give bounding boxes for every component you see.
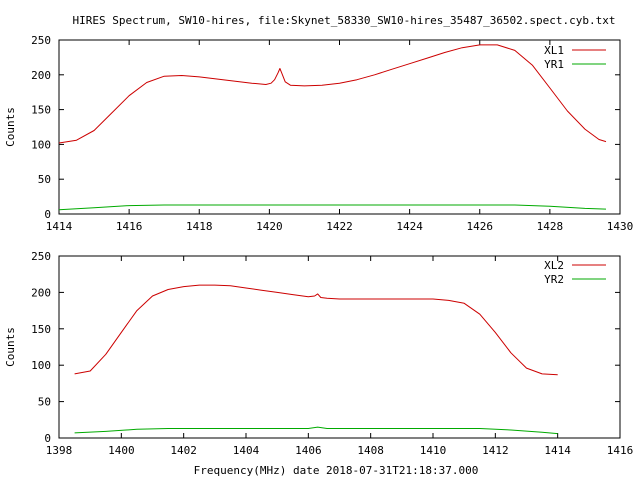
x-tick-label: 1412 [482,444,509,457]
y-tick-label: 100 [31,138,51,151]
x-tick-label: 1416 [607,444,634,457]
legend-label: XL2 [544,259,564,272]
x-tick-label: 1426 [467,220,494,233]
legend-label: YR1 [544,58,564,71]
x-tick-label: 1428 [537,220,564,233]
bottom-spectrum-panel: 1398 1400 1402 1404 1406 1408 1410 1412 1414 1416… [4,250,633,457]
x-tick-label: 1424 [396,220,423,233]
series-line-yr1 [58,204,607,211]
y-axis-label: Counts [4,107,17,147]
y-tick-label: 0 [44,208,51,221]
x-tick-label: 1420 [256,220,283,233]
x-tick-label: 1400 [108,444,135,457]
x-tick-label: 1398 [46,444,73,457]
series-line-xl1 [58,44,607,144]
legend-label: YR2 [544,273,564,286]
y-tick-label: 0 [44,432,51,445]
y-tick-label: 50 [38,173,51,186]
chart-title: HIRES Spectrum, SW10-hires, file:Skynet_… [72,14,615,27]
y-tick-label: 250 [31,34,51,47]
y-tick-label: 200 [31,286,51,299]
y-tick-label: 100 [31,359,51,372]
x-tick-label: 1404 [233,444,260,457]
y-tick-label: 250 [31,250,51,263]
x-tick-label: 1416 [116,220,143,233]
y-tick-label: 50 [38,396,51,409]
x-tick-label: 1410 [420,444,447,457]
x-tick-label: 1402 [170,444,197,457]
x-tick-label: 1418 [186,220,213,233]
x-tick-label: 1408 [357,444,384,457]
x-tick-label: 1422 [326,220,353,233]
plot-frame [58,255,621,439]
y-tick-label: 150 [31,323,51,336]
x-tick-label: 1430 [607,220,634,233]
legend-label: XL1 [544,44,564,57]
y-tick-label: 200 [31,69,51,82]
series-line-xl2 [74,284,558,376]
top-spectrum-panel: 1414 1416 1418 1420 1422 1424 1426 1428 1430 0 50 1… [4,34,633,233]
x-axis-label: Frequency(MHz) date 2018-07-31T21:18:37.… [194,464,479,477]
y-tick-label: 150 [31,104,51,117]
x-tick-label: 1414 [46,220,73,233]
y-axis-label: Counts [4,327,17,367]
series-line-yr2 [74,426,558,435]
x-tick-label: 1414 [544,444,571,457]
x-tick-label: 1406 [295,444,322,457]
